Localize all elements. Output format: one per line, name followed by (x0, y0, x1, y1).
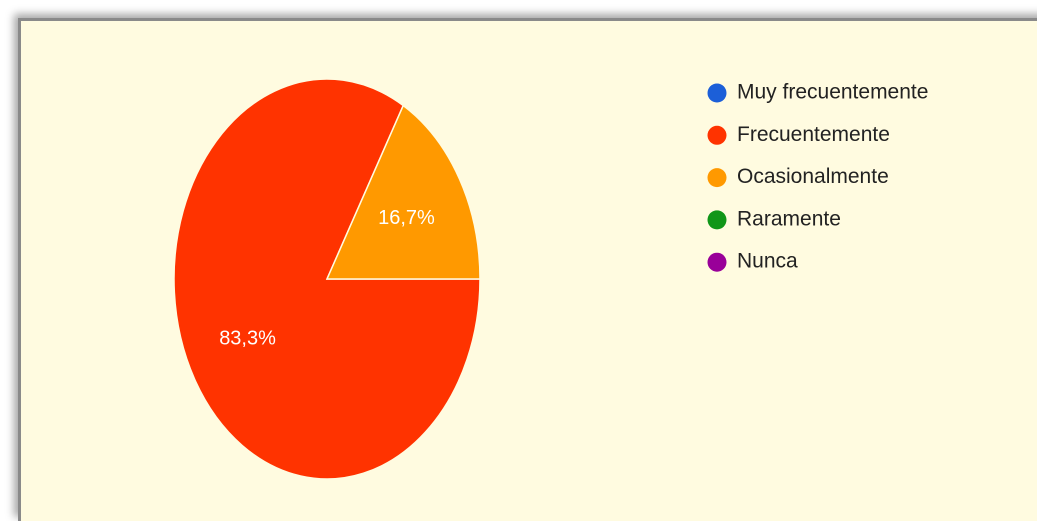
legend-label: Ocasionalmente (737, 165, 889, 188)
legend-marker (707, 210, 727, 230)
legend-marker (707, 83, 727, 103)
legend-label: Raramente (737, 207, 841, 230)
legend-marker (707, 168, 727, 188)
page: 83,3% 16,7% Muy frecuentemente Frecuentemen… (18, 18, 1037, 521)
chart: 83,3% 16,7% Muy frecuentemente Frecuentemen… (173, 78, 928, 480)
legend-label: Nunca (737, 250, 798, 273)
legend-marker (707, 252, 727, 272)
legend-label: Muy frecuentemente (737, 81, 928, 104)
legend-marker (707, 125, 727, 145)
legend-label: Frecuentemente (737, 123, 890, 146)
slice-label: 83,3% (219, 327, 276, 349)
slice-label: 16,7% (378, 207, 435, 229)
pie-slice (325, 104, 481, 280)
pie-slice (173, 78, 481, 480)
